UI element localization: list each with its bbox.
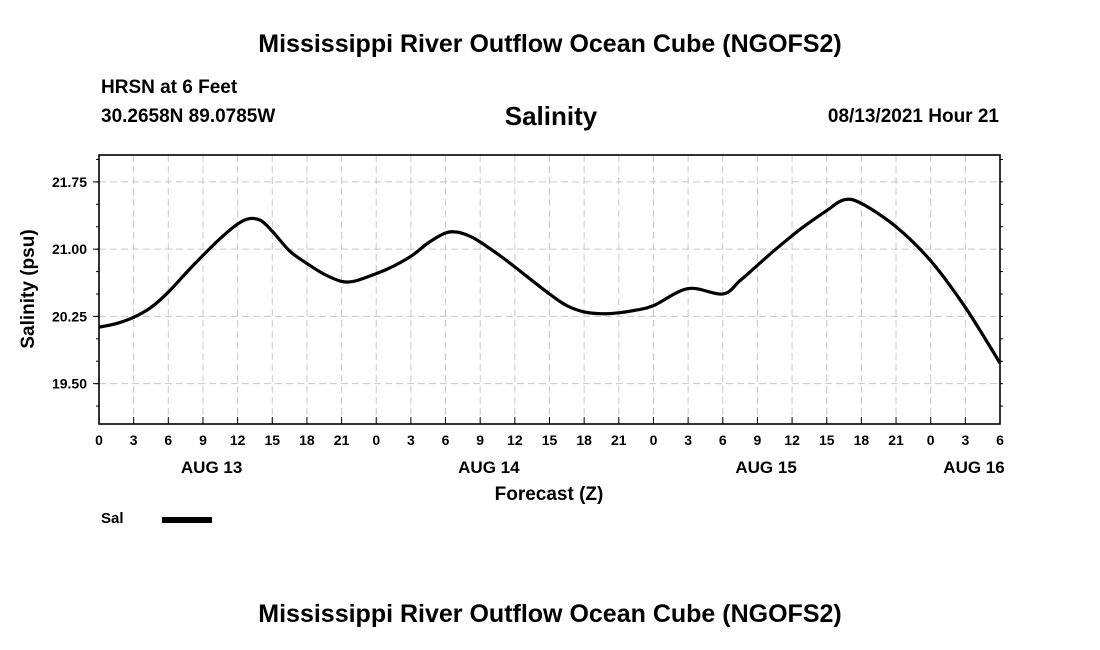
y-tick-label: 20.25 — [52, 308, 87, 324]
x-tick-label: 3 — [407, 432, 415, 448]
station-coordinates: 30.2658N 89.0785W — [101, 106, 276, 127]
x-tick-label: 3 — [684, 432, 692, 448]
chart-title: Mississippi River Outflow Ocean Cube (NG… — [258, 30, 842, 58]
y-axis-label: Salinity (psu) — [18, 229, 39, 348]
x-tick-label: 15 — [819, 432, 835, 448]
x-tick-label: 0 — [372, 432, 380, 448]
chart-subtitle: Salinity — [504, 101, 598, 131]
x-tick-label: 6 — [719, 432, 727, 448]
x-tick-label: 18 — [299, 432, 315, 448]
x-tick-label: 18 — [576, 432, 592, 448]
station-label: HRSN at 6 Feet — [101, 77, 238, 98]
series-layer — [98, 197, 1002, 364]
x-tick-label: 6 — [996, 432, 1004, 448]
x-tick-label: 9 — [754, 432, 762, 448]
salinity-series-line — [98, 197, 1002, 364]
x-tick-label: 18 — [854, 432, 870, 448]
x-tick-label: 3 — [130, 432, 138, 448]
y-axis-ticks: 19.50 20.25 21.00 21.75 — [52, 174, 99, 392]
y-tick-label: 21.75 — [52, 174, 87, 190]
x-tick-label: 21 — [888, 432, 904, 448]
legend-swatch — [162, 517, 212, 523]
x-tick-label: 21 — [334, 432, 350, 448]
x-tick-label: 12 — [230, 432, 246, 448]
forecast-datetime: 08/13/2021 Hour 21 — [827, 106, 999, 127]
grid-lines — [99, 155, 1000, 424]
x-date-label: AUG 14 — [458, 458, 520, 477]
x-tick-label: 0 — [650, 432, 658, 448]
y-tick-label: 21.00 — [52, 241, 87, 257]
x-tick-label: 21 — [611, 432, 627, 448]
footer-title: Mississippi River Outflow Ocean Cube (NG… — [258, 600, 842, 628]
x-tick-label: 3 — [961, 432, 969, 448]
x-tick-label: 12 — [507, 432, 523, 448]
x-axis-label: Forecast (Z) — [495, 484, 604, 505]
x-tick-label: 15 — [264, 432, 280, 448]
x-tick-label: 6 — [442, 432, 450, 448]
date-labels: AUG 13 AUG 14 AUG 15 AUG 16 — [181, 458, 1005, 477]
x-axis-ticks: 0 3 6 9 12 15 18 21 0 3 6 9 12 15 18 21 0 3 6 9 12 15 18 21 0 3 6 — [95, 417, 1004, 448]
x-tick-label: 0 — [927, 432, 935, 448]
x-tick-label: 15 — [542, 432, 558, 448]
x-date-label: AUG 16 — [943, 458, 1004, 477]
x-date-label: AUG 13 — [181, 458, 242, 477]
x-tick-label: 9 — [476, 432, 484, 448]
y-tick-label: 19.50 — [52, 376, 87, 392]
x-tick-label: 0 — [95, 432, 103, 448]
legend-label: Sal — [101, 510, 124, 527]
x-tick-label: 6 — [164, 432, 172, 448]
x-date-label: AUG 15 — [735, 458, 796, 477]
x-tick-label: 12 — [784, 432, 800, 448]
x-tick-label: 9 — [199, 432, 207, 448]
